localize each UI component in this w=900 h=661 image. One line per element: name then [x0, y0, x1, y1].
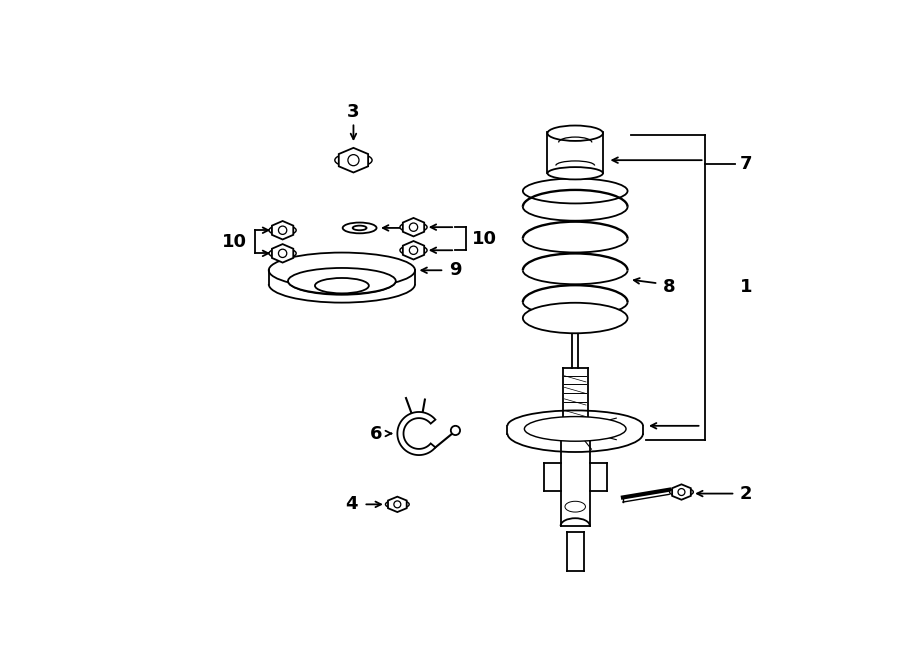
Polygon shape — [272, 221, 293, 239]
Text: 1: 1 — [740, 278, 752, 296]
Ellipse shape — [547, 126, 603, 141]
Polygon shape — [672, 485, 691, 500]
Ellipse shape — [269, 253, 415, 288]
Ellipse shape — [269, 249, 296, 258]
Circle shape — [678, 488, 685, 496]
Polygon shape — [403, 241, 424, 260]
Polygon shape — [388, 496, 407, 512]
Polygon shape — [403, 218, 424, 237]
Text: 2: 2 — [740, 485, 752, 502]
Polygon shape — [338, 148, 368, 173]
Ellipse shape — [400, 245, 428, 255]
Text: 4: 4 — [346, 495, 358, 514]
Polygon shape — [398, 412, 436, 455]
Ellipse shape — [547, 167, 603, 179]
Circle shape — [278, 226, 287, 235]
Text: 7: 7 — [740, 155, 752, 173]
Bar — [547, 132, 603, 173]
Ellipse shape — [385, 500, 410, 508]
Ellipse shape — [523, 303, 627, 333]
Ellipse shape — [353, 225, 366, 230]
Circle shape — [394, 501, 400, 508]
Text: 8: 8 — [662, 278, 676, 296]
Text: 9: 9 — [449, 261, 462, 280]
Text: 10: 10 — [472, 230, 497, 248]
Circle shape — [451, 426, 460, 435]
Ellipse shape — [288, 268, 396, 294]
Ellipse shape — [335, 153, 372, 167]
Text: 5: 5 — [409, 219, 421, 237]
Ellipse shape — [400, 222, 428, 232]
Ellipse shape — [523, 178, 627, 204]
Ellipse shape — [343, 223, 376, 233]
Text: 6: 6 — [370, 424, 382, 442]
Polygon shape — [272, 244, 293, 262]
Circle shape — [278, 249, 287, 258]
Circle shape — [410, 223, 418, 231]
Text: 3: 3 — [347, 102, 360, 121]
Ellipse shape — [315, 278, 369, 293]
Ellipse shape — [525, 416, 626, 442]
Ellipse shape — [269, 225, 296, 235]
Ellipse shape — [670, 488, 693, 496]
Circle shape — [348, 155, 359, 166]
Text: 10: 10 — [221, 233, 247, 251]
Circle shape — [410, 246, 418, 254]
